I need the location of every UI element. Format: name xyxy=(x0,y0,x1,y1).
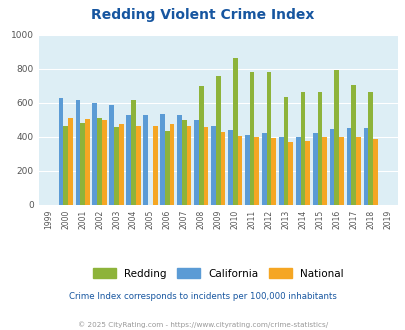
Bar xyxy=(63,126,68,205)
Bar xyxy=(237,136,242,205)
Bar xyxy=(97,118,102,205)
Bar xyxy=(322,138,326,205)
Bar xyxy=(186,126,191,205)
Bar xyxy=(68,118,72,205)
Bar xyxy=(367,92,372,205)
Bar xyxy=(317,92,322,205)
Bar xyxy=(283,97,288,205)
Bar xyxy=(160,114,164,205)
Bar xyxy=(334,70,339,205)
Bar xyxy=(312,133,317,205)
Bar xyxy=(266,72,271,205)
Bar xyxy=(271,138,275,205)
Bar xyxy=(305,141,309,205)
Bar xyxy=(355,138,360,205)
Bar xyxy=(278,137,283,205)
Bar xyxy=(102,120,107,205)
Bar xyxy=(198,85,203,205)
Bar xyxy=(232,58,237,205)
Bar xyxy=(215,76,220,205)
Bar xyxy=(194,120,198,205)
Bar xyxy=(372,139,377,205)
Bar xyxy=(164,131,169,205)
Bar xyxy=(254,138,259,205)
Bar xyxy=(181,120,186,205)
Bar xyxy=(109,105,114,205)
Text: © 2025 CityRating.com - https://www.cityrating.com/crime-statistics/: © 2025 CityRating.com - https://www.city… xyxy=(78,322,327,328)
Bar xyxy=(203,127,208,205)
Bar xyxy=(300,92,305,205)
Bar xyxy=(339,138,343,205)
Bar xyxy=(75,100,80,205)
Bar xyxy=(295,137,300,205)
Bar xyxy=(143,115,148,205)
Bar xyxy=(363,128,367,205)
Bar xyxy=(288,142,292,205)
Bar xyxy=(92,104,97,205)
Text: Crime Index corresponds to incidents per 100,000 inhabitants: Crime Index corresponds to incidents per… xyxy=(69,292,336,301)
Bar xyxy=(152,126,157,205)
Bar xyxy=(80,123,85,205)
Bar xyxy=(244,135,249,205)
Text: Redding Violent Crime Index: Redding Violent Crime Index xyxy=(91,8,314,22)
Bar xyxy=(220,132,225,205)
Bar xyxy=(351,85,355,205)
Bar xyxy=(126,115,131,205)
Bar xyxy=(119,124,124,205)
Legend: Redding, California, National: Redding, California, National xyxy=(88,264,347,283)
Bar xyxy=(211,126,215,205)
Bar xyxy=(131,100,136,205)
Bar xyxy=(169,124,174,205)
Bar xyxy=(261,133,266,205)
Bar xyxy=(329,129,334,205)
Bar xyxy=(177,115,181,205)
Bar xyxy=(85,119,90,205)
Bar xyxy=(114,127,119,205)
Bar xyxy=(58,98,63,205)
Bar xyxy=(346,128,351,205)
Bar xyxy=(136,126,140,205)
Bar xyxy=(228,130,232,205)
Bar xyxy=(249,72,254,205)
